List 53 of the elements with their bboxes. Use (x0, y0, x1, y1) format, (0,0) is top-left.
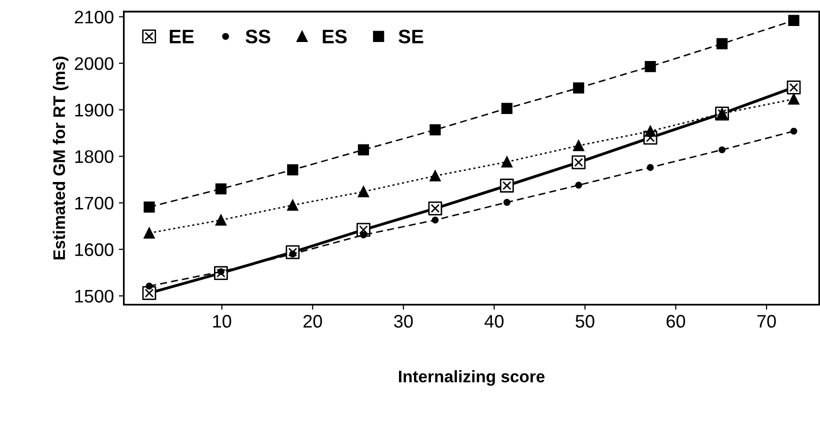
x-tick-label: 70 (757, 314, 776, 328)
point (646, 164, 654, 171)
point (718, 146, 726, 154)
point (788, 14, 800, 26)
point (644, 126, 656, 137)
point (575, 182, 582, 189)
point (572, 155, 586, 170)
point (716, 38, 728, 50)
x-tick-label: 10 (213, 314, 232, 328)
x-tick-label: 20 (304, 314, 322, 328)
y-tick-label: 1700 (75, 196, 114, 210)
y-tick-label: 1600 (75, 243, 114, 256)
point (573, 140, 584, 152)
x-tick-label: 30 (394, 314, 413, 328)
y-tick-label: 1800 (75, 150, 114, 164)
point (144, 228, 155, 239)
legend-label: SS (246, 30, 270, 44)
point (790, 128, 798, 135)
point (287, 200, 298, 211)
point (289, 250, 296, 258)
y-tick-label: 2000 (74, 57, 114, 70)
point (217, 268, 224, 276)
point (215, 183, 227, 194)
point (215, 214, 227, 226)
legend-label: SE (398, 30, 424, 44)
y-tick-label: 2100 (74, 10, 114, 24)
legend-label: ES (322, 30, 347, 44)
point (360, 231, 367, 238)
point (358, 144, 370, 156)
x-tick-label: 50 (576, 314, 594, 328)
point (144, 201, 155, 213)
point (788, 94, 800, 105)
point (573, 82, 584, 94)
y-tick-label: 1900 (75, 104, 114, 117)
point (146, 282, 153, 290)
x-tick-label: 60 (666, 314, 686, 328)
x-axis-title: Internalizing score (398, 370, 545, 386)
point (430, 124, 441, 136)
y-tick-label: 1500 (75, 290, 114, 303)
point (287, 164, 298, 176)
point (430, 170, 441, 182)
point (500, 178, 514, 193)
legend-label: EE (170, 30, 194, 44)
point (501, 156, 512, 168)
x-tick-label: 40 (484, 314, 504, 328)
point (358, 186, 370, 198)
point (503, 198, 510, 206)
point (786, 80, 801, 94)
point (432, 216, 439, 224)
point (501, 102, 512, 114)
point (644, 60, 656, 72)
point (428, 201, 442, 216)
y-axis-title: Estimated GM for RT (ms) (52, 56, 68, 260)
